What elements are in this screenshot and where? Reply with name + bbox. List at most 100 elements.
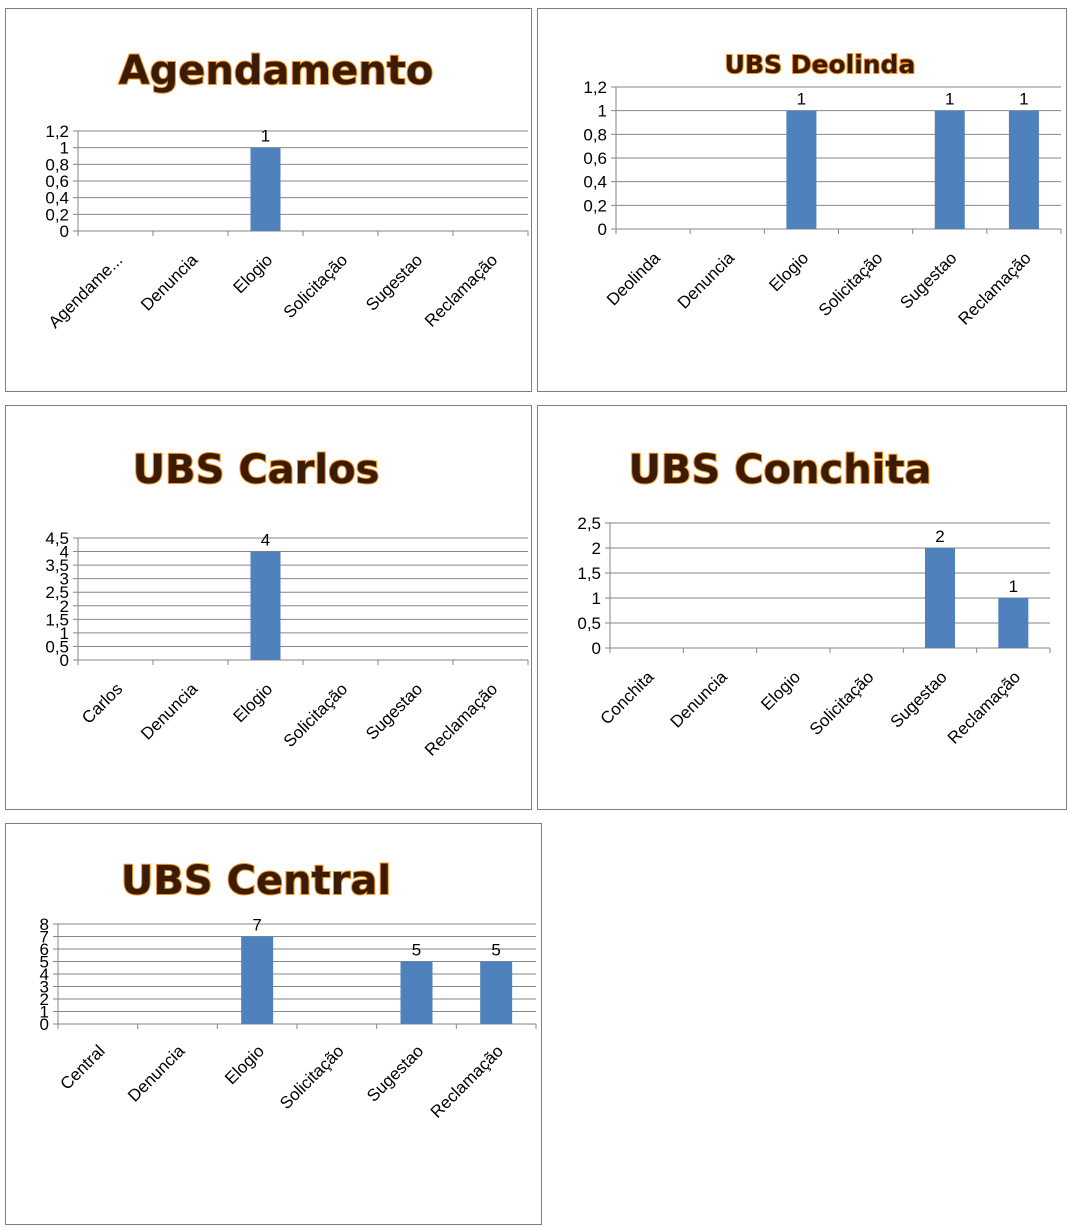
category-label: Solicitação <box>280 250 352 322</box>
chart-panel-central: UBS Central 0 1 2 3 4 5 6 7 8 Central Denuncia 7 Elog… <box>5 823 542 1225</box>
category-label: Denuncia <box>124 1041 189 1106</box>
chart-panel-conchita: UBS Conchita 0 0,5 1 1,5 2 2,5 Conchita Denuncia… <box>537 405 1067 810</box>
y-tick-label: 2 <box>592 539 601 558</box>
y-tick-label: 0,5 <box>45 637 69 656</box>
y-tick-label: 0 <box>592 639 601 658</box>
category-label: Elogio <box>229 250 276 297</box>
y-tick-label: 3 <box>40 978 49 997</box>
y-tick-label: 1,2 <box>583 78 607 97</box>
bar <box>241 936 274 1024</box>
y-tick-label: 3 <box>60 570 69 589</box>
category-label: Elogio <box>229 679 276 726</box>
data-label: 1 <box>945 90 954 109</box>
y-tick-label: 2 <box>60 597 69 616</box>
data-label: 1 <box>1019 90 1028 109</box>
bar <box>250 551 281 660</box>
category-label: Deolinda <box>603 248 664 309</box>
y-tick-label: 0,4 <box>45 189 69 208</box>
chart-title: UBS Deolinda <box>725 50 916 79</box>
chart-title: Agendamento <box>119 48 434 94</box>
y-tick-label: 0,8 <box>45 155 69 174</box>
bar <box>786 110 817 229</box>
category-label: Carlos <box>78 679 126 727</box>
y-tick-label: 8 <box>40 915 49 934</box>
category-label: Denuncia <box>137 250 202 315</box>
y-tick-label: 4 <box>40 965 49 984</box>
y-tick-label: 0,2 <box>45 205 69 224</box>
y-tick-label: 3,5 <box>45 556 69 575</box>
category-label: Reclamação <box>421 679 501 759</box>
bar <box>400 961 433 1024</box>
bar <box>1008 110 1039 229</box>
chart-panel-deolinda: UBS Deolinda 0 0,2 0,4 0,6 0,8 1 1,2 Deolinda Den… <box>537 8 1067 392</box>
chart-panel-carlos: UBS Carlos 0 0,5 1 1,5 2 2,5 3 3,5 4 4,5 Carlos Denu… <box>5 405 532 810</box>
y-tick-label: 0,6 <box>45 172 69 191</box>
category-label: Solicitação <box>815 248 887 320</box>
data-label: 1 <box>1009 577 1018 596</box>
y-tick-label: 2,5 <box>45 583 69 602</box>
y-tick-label: 1,5 <box>577 564 601 583</box>
y-tick-label: 4,5 <box>45 529 69 548</box>
y-tick-label: 7 <box>40 928 49 947</box>
chart-title: UBS Central <box>121 858 391 904</box>
y-tick-label: 1,5 <box>45 610 69 629</box>
data-label: 5 <box>491 941 500 960</box>
bar <box>998 598 1029 648</box>
chart-title: UBS Conchita <box>628 447 931 493</box>
y-tick-label: 5 <box>40 953 49 972</box>
y-tick-label: 2,5 <box>577 514 601 533</box>
bar <box>925 548 955 648</box>
chart-panel-agendamento: Agendamento 0 0,2 0,4 0,6 0,8 1 1,2 Agendame... D… <box>5 8 532 392</box>
category-label: Reclamação <box>954 248 1034 328</box>
bar <box>934 110 965 229</box>
y-tick-label: 1 <box>598 102 607 121</box>
y-tick-label: 0,4 <box>583 173 607 192</box>
data-label: 7 <box>252 916 261 935</box>
y-tick-label: 0 <box>60 222 69 241</box>
category-label: Sugestao <box>362 679 426 743</box>
category-label: Sugestao <box>363 1041 427 1105</box>
category-label: Reclamação <box>421 250 501 330</box>
chart-svg-conchita: UBS Conchita 0 0,5 1 1,5 2 2,5 Conchita Denuncia… <box>577 446 1051 748</box>
bar <box>250 147 281 231</box>
y-tick-label: 1 <box>40 1003 49 1022</box>
y-tick-label: 1,2 <box>45 122 69 141</box>
y-tick-label: 1 <box>592 589 601 608</box>
category-label: Solicitação <box>280 679 352 751</box>
category-label: Reclamação <box>944 667 1024 747</box>
category-label: Solicitação <box>276 1041 348 1113</box>
data-label: 2 <box>935 527 944 546</box>
category-label: Sugestao <box>887 667 951 731</box>
category-label: Central <box>56 1041 108 1093</box>
category-label: Conchita <box>597 667 658 728</box>
data-label: 4 <box>261 531 270 550</box>
y-tick-label: 0 <box>60 651 69 670</box>
bar <box>480 961 513 1024</box>
y-tick-label: 0,2 <box>583 196 607 215</box>
category-label: Reclamação <box>427 1041 507 1121</box>
category-label: Agendame... <box>45 250 127 332</box>
data-label: 1 <box>261 127 270 146</box>
category-label: Sugestao <box>896 248 960 312</box>
chart-title: UBS Carlos <box>133 447 380 493</box>
data-label: 1 <box>797 90 806 109</box>
category-label: Elogio <box>757 667 804 714</box>
y-tick-label: 0,8 <box>583 125 607 144</box>
chart-svg-deolinda: UBS Deolinda 0 0,2 0,4 0,6 0,8 1 1,2 Deolinda Den… <box>583 49 1062 329</box>
data-label: 5 <box>412 941 421 960</box>
y-tick-label: 4 <box>60 543 69 562</box>
y-tick-label: 0,6 <box>583 149 607 168</box>
y-tick-label: 0,5 <box>577 614 601 633</box>
y-tick-label: 1 <box>60 139 69 158</box>
category-label: Denuncia <box>674 248 739 313</box>
category-label: Elogio <box>765 248 812 295</box>
y-tick-label: 2 <box>40 990 49 1009</box>
y-tick-label: 1 <box>60 624 69 643</box>
y-tick-label: 0 <box>40 1015 49 1034</box>
category-label: Denuncia <box>137 679 202 744</box>
category-label: Solicitação <box>806 667 878 739</box>
y-tick-label: 6 <box>40 940 49 959</box>
